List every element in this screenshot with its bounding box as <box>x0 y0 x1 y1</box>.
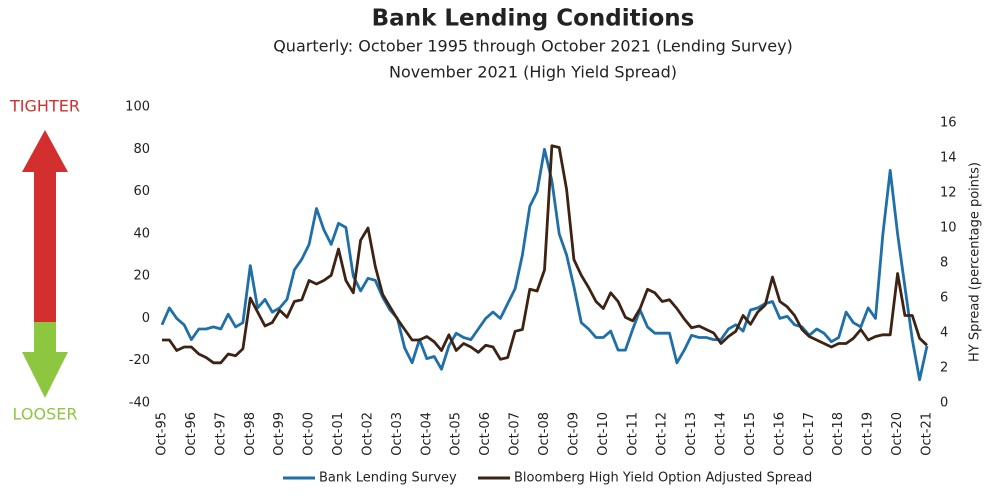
x-tick-label: Oct-95 <box>155 412 170 456</box>
y-tick-label: 100 <box>125 100 150 115</box>
x-tick-label: Oct-00 <box>302 412 317 456</box>
y2-tick-label: 6 <box>940 291 948 306</box>
y-tick-label: -40 <box>129 396 150 411</box>
x-tick-label: Oct-97 <box>213 412 228 456</box>
x-tick-label: Oct-09 <box>566 412 581 456</box>
x-tick-label: Oct-19 <box>861 412 876 456</box>
x-tick-label: Oct-21 <box>920 412 935 456</box>
x-tick-label: Oct-01 <box>331 412 346 456</box>
y2-tick-label: 0 <box>940 396 948 411</box>
y2-axis-label: HY Spread (percentage points) <box>968 162 983 362</box>
x-tick-label: Oct-03 <box>390 412 405 456</box>
y2-tick-label: 12 <box>940 186 957 201</box>
chart-title: Bank Lending Conditions <box>372 6 695 32</box>
y2-tick-label: 10 <box>940 221 957 236</box>
x-tick-label: Oct-10 <box>596 412 611 456</box>
x-tick-label: Oct-13 <box>684 412 699 456</box>
x-tick-label: Oct-15 <box>743 412 758 456</box>
x-tick-label: Oct-14 <box>714 412 729 456</box>
y2-tick-label: 14 <box>940 151 957 166</box>
y2-tick-label: 16 <box>940 116 957 131</box>
x-tick-label: Oct-17 <box>802 412 817 456</box>
x-tick-label: Oct-99 <box>272 412 287 456</box>
x-tick-label: Oct-96 <box>184 412 199 456</box>
legend-label: Bloomberg High Yield Option Adjusted Spr… <box>514 471 812 486</box>
x-tick-label: Oct-08 <box>537 412 552 456</box>
x-tick-label: Oct-11 <box>625 412 640 456</box>
y-tick-label: 80 <box>133 142 150 157</box>
chart-subtitle: Quarterly: October 1995 through October … <box>273 37 793 56</box>
x-tick-label: Oct-04 <box>419 412 434 456</box>
y2-tick-label: 4 <box>940 326 948 341</box>
x-tick-label: Oct-12 <box>655 412 670 456</box>
y-tick-label: 0 <box>142 311 150 326</box>
x-tick-label: Oct-05 <box>449 412 464 456</box>
y-tick-label: 60 <box>133 184 150 199</box>
annotation: LOOSER <box>13 405 78 424</box>
y-tick-label: 20 <box>133 269 150 284</box>
looser-arrow <box>22 322 68 398</box>
x-tick-label: Oct-20 <box>890 412 905 456</box>
legend-label: Bank Lending Survey <box>319 471 457 486</box>
x-tick-label: Oct-07 <box>508 412 523 456</box>
x-tick-label: Oct-02 <box>360 412 375 456</box>
x-tick-label: Oct-06 <box>478 412 493 456</box>
annotation: TIGHTER <box>9 97 80 116</box>
y2-tick-label: 8 <box>940 256 948 271</box>
tighter-arrow <box>22 130 68 322</box>
y-tick-label: -20 <box>129 353 150 368</box>
y-tick-label: 40 <box>133 226 150 241</box>
x-tick-label: Oct-98 <box>243 412 258 456</box>
y2-tick-label: 2 <box>940 361 948 376</box>
chart-subtitle: November 2021 (High Yield Spread) <box>389 63 677 82</box>
x-tick-label: Oct-18 <box>831 412 846 456</box>
data-line <box>162 144 928 365</box>
x-tick-label: Oct-16 <box>772 412 787 456</box>
